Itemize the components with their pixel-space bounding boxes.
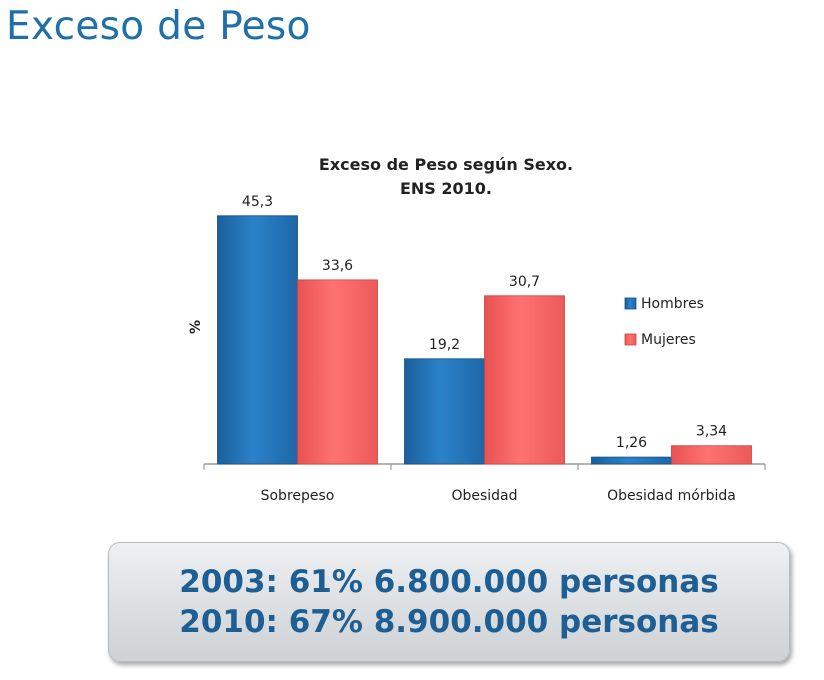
bar-mujeres [297, 279, 378, 465]
data-label: 3,34 [696, 424, 727, 440]
bar-hombres [217, 215, 298, 465]
x-tick-label: Obesidad mórbida [607, 488, 736, 504]
x-tick-label: Sobrepeso [261, 488, 335, 504]
data-label: 19,2 [429, 337, 460, 353]
summary-box: 2003: 61% 6.800.000 personas 2010: 67% 8… [108, 542, 790, 662]
legend-label-mujeres: Mujeres [641, 332, 696, 348]
bar-mujeres [484, 295, 565, 465]
legend-swatch-hombres [624, 297, 637, 310]
data-label: 33,6 [322, 258, 353, 274]
bar-hombres [591, 456, 672, 465]
plot-area: Sobrepeso 45,3 33,6 Obesidad 19,2 30,7 Obesida… [203, 194, 766, 504]
bar-chart: Exceso de Peso según Sexo. ENS 2010. % S… [188, 155, 766, 504]
legend-swatch-mujeres [624, 333, 637, 346]
data-label: 45,3 [242, 194, 273, 210]
data-label: 30,7 [509, 274, 540, 290]
summary-line-2010: 2010: 67% 8.900.000 personas [179, 604, 719, 640]
x-tick-label: Obesidad [451, 488, 517, 504]
legend-label-hombres: Hombres [641, 296, 704, 312]
slide-title: Exceso de Peso [6, 4, 311, 49]
bar-hombres [404, 358, 485, 465]
legend: Hombres Mujeres [624, 296, 704, 348]
bar-mujeres [671, 445, 752, 465]
y-axis-label: % [188, 320, 204, 334]
data-label: 1,26 [616, 435, 647, 451]
chart-title: Exceso de Peso según Sexo. [319, 155, 573, 174]
summary-line-2003: 2003: 61% 6.800.000 personas [179, 564, 719, 600]
chart-subtitle: ENS 2010. [400, 179, 492, 198]
